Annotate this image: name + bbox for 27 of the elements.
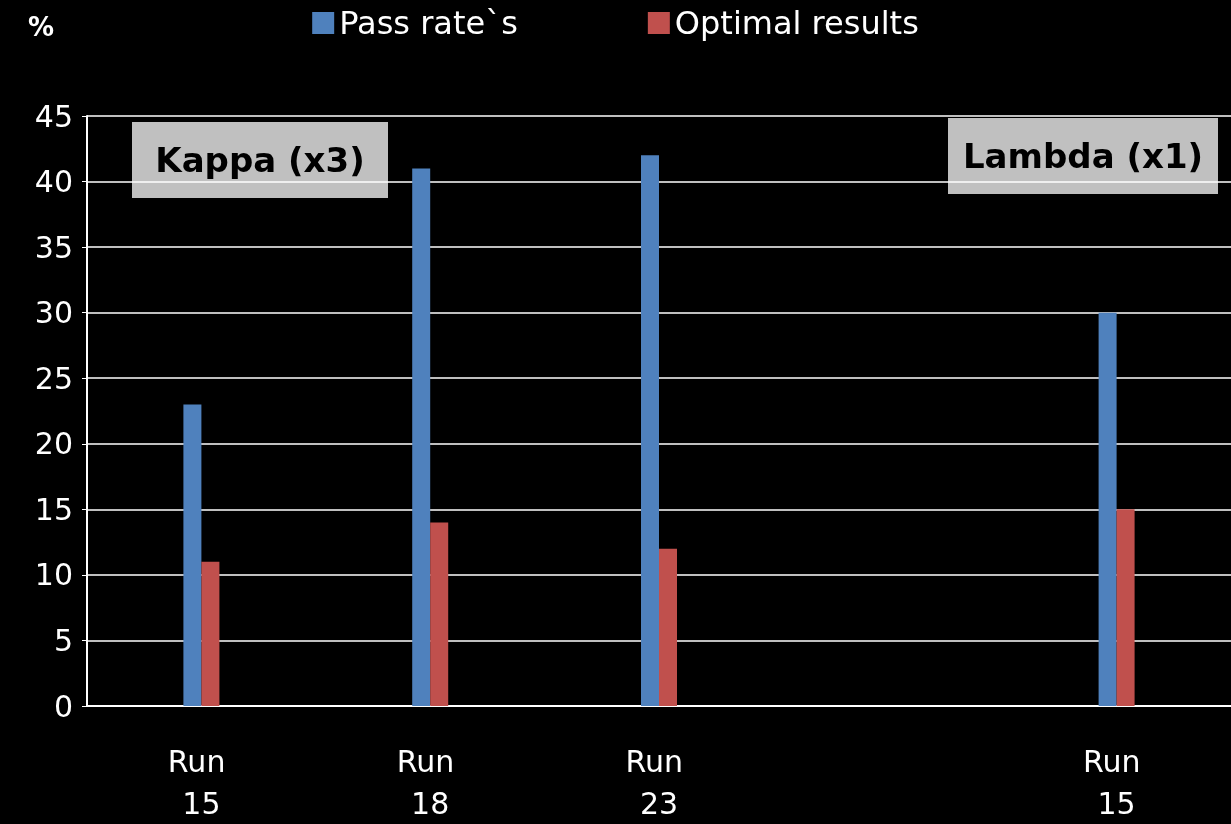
x-tick-label: Run 18 bbox=[396, 743, 464, 821]
bar bbox=[659, 548, 677, 706]
bar bbox=[1116, 509, 1135, 706]
y-tick-label: 35 bbox=[34, 229, 73, 265]
y-tick-label: 5 bbox=[53, 622, 73, 658]
annotation: Lambda (x1) bbox=[962, 136, 1204, 176]
y-tick-label: 40 bbox=[34, 164, 73, 200]
x-tick-label: Run 23 bbox=[625, 743, 693, 821]
y-tick-label: 10 bbox=[34, 557, 73, 593]
bar bbox=[412, 168, 431, 706]
annotation: Kappa (x3) bbox=[155, 140, 365, 180]
bar bbox=[430, 522, 449, 706]
y-tick-label: 15 bbox=[34, 491, 73, 527]
y-axis-title: % bbox=[28, 12, 55, 42]
y-tick-label: 0 bbox=[53, 688, 73, 724]
y-tick-label: 45 bbox=[34, 98, 73, 134]
x-tick-label: Run 15 bbox=[1083, 743, 1151, 821]
legend-label: Optimal results bbox=[674, 4, 919, 42]
y-tick-label: 30 bbox=[34, 295, 73, 331]
bar bbox=[641, 155, 659, 706]
bar bbox=[1098, 312, 1117, 706]
bar bbox=[201, 561, 220, 706]
y-tick-label: 25 bbox=[34, 360, 73, 396]
legend-label: Pass rate`s bbox=[339, 4, 518, 42]
x-tick-label: Run 15 bbox=[167, 743, 235, 821]
y-tick-label: 20 bbox=[34, 426, 73, 462]
bar bbox=[183, 404, 202, 706]
